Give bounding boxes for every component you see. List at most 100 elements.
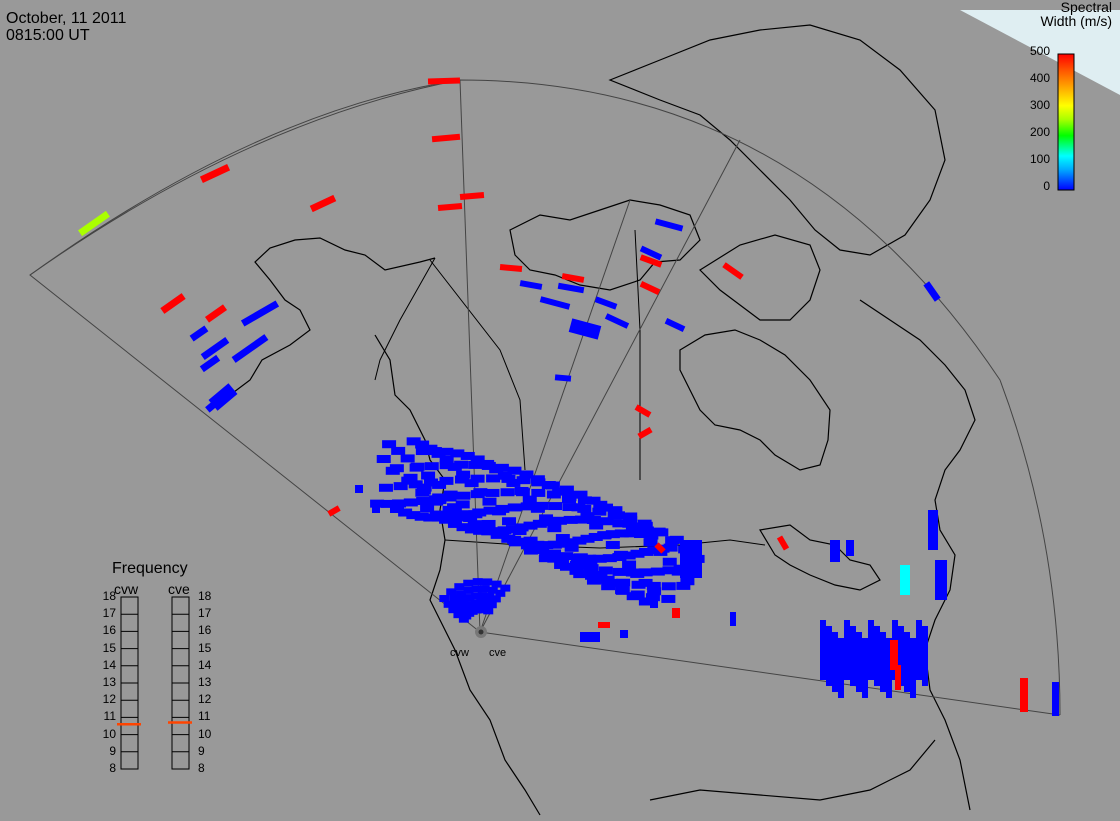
frequency-tick-label-cve: 17 [198,606,212,621]
echo-cell [439,447,454,456]
echo-cell [516,476,531,485]
colorbar-tick-label: 100 [1029,152,1050,166]
echo-cell [559,485,574,494]
echo-cell [486,601,497,609]
frequency-tick-label-cve: 18 [198,589,212,603]
frequency-site-label-cvw: cvw [114,581,139,597]
echo-cell [830,540,840,562]
echo-cell [676,581,691,590]
echo-cell [447,462,462,471]
echo-cell [646,581,661,590]
echo-cell [463,586,474,594]
echo-cell [680,577,695,586]
echo-cell [465,601,476,609]
echo-cell [464,525,479,534]
echo-cell [722,262,744,280]
echo-cell [592,507,607,516]
frequency-tick-label-cvw: 11 [103,709,116,724]
echo-cell [639,254,663,268]
echo-cell [392,499,407,508]
frequency-tick-label-cvw: 13 [102,675,116,689]
border-canada-internal-1 [429,259,526,471]
echo-cell [470,599,481,607]
echo-cell [451,511,466,520]
fov-cvw [29,79,481,633]
frequency-tick-label-cvw: 17 [102,606,116,621]
coastline-layer [209,24,976,816]
echo-cell [630,549,645,558]
echo-cell [424,462,439,471]
echo-cell [500,488,515,497]
echo-cell [507,503,522,512]
echo-cell [546,490,561,499]
echo-cell [730,612,736,626]
echo-cell [519,470,534,479]
echo-cell [593,500,608,509]
echo-cell [664,318,686,332]
echo-cell [355,485,363,493]
echo-cell [597,531,612,540]
echo-cell [500,584,511,592]
echo-cell [189,325,209,342]
echo-cell [605,530,620,539]
echo-cell [160,293,186,314]
echo-cell [607,511,622,520]
echo-cell [669,535,684,544]
fov-outer-arc [29,79,1061,716]
echo-cell [523,546,538,555]
echo-cell [593,570,608,579]
echo-cell [408,480,423,489]
echo-cell [446,588,457,596]
echo-cell [545,481,560,490]
echo-cell [403,498,418,507]
echo-cell [638,597,653,606]
frequency-tick-label-cve: 8 [198,761,205,775]
echo-cell [589,521,604,530]
border-alaska-canada [374,257,436,381]
echo-cell [483,506,498,515]
echo-cell [456,470,471,479]
echo-cell [532,519,547,528]
echo-cell [393,482,408,491]
echo-cell [604,313,630,329]
echo-cell [554,556,569,565]
echo-cell [432,513,447,522]
echo-cell [482,578,493,586]
echo-cell [862,638,868,698]
echo-cell [423,478,438,487]
echo-cell [376,455,391,464]
frequency-tick-label-cvw: 18 [102,589,116,603]
echo-cell [471,585,482,593]
echo-cell [416,497,431,506]
echo-cell [370,499,385,508]
echo-cell [586,516,601,525]
echo-cell [452,601,463,609]
echo-cell [200,337,230,360]
echo-cell [414,512,429,521]
echo-cell [605,540,620,549]
echo-cell [662,557,677,566]
echo-cell [449,594,460,602]
echo-cell [662,566,677,575]
echo-cell [638,578,653,587]
echo-cell [904,632,910,692]
coastline-westcoast [374,334,541,816]
echo-cell [820,620,826,680]
echo-cell [577,496,592,505]
echo-cell [456,491,471,500]
echo-cell [844,620,850,680]
echo-cell [650,567,665,576]
echo-cell [776,535,790,551]
echo-cell [874,626,880,686]
echo-cell [623,516,638,525]
echo-cell [391,446,406,455]
echo-cell [547,549,562,558]
echo-cell [455,500,470,509]
echo-cell [616,578,631,587]
echo-cell [535,545,550,554]
echo-cell [495,589,506,597]
colorbar-tick-label: 200 [1029,125,1050,139]
echo-cell [421,471,436,480]
echo-cell [495,504,510,513]
echo-cell [456,523,471,532]
